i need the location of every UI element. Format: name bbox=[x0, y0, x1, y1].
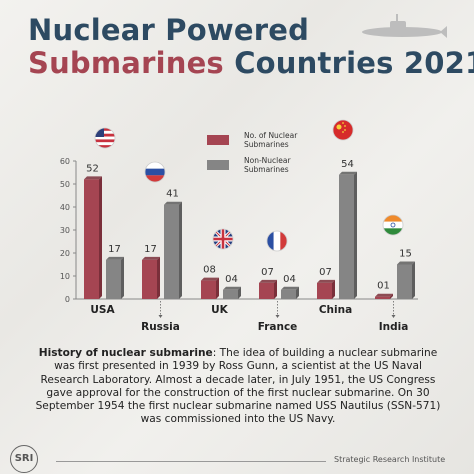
data-label: 15 bbox=[399, 249, 412, 260]
category-leader-arrow bbox=[275, 315, 280, 318]
bar-top bbox=[223, 286, 241, 290]
bar-top bbox=[201, 277, 219, 281]
bar-china-nuclear bbox=[317, 282, 332, 299]
y-tick-label: 10 bbox=[60, 272, 70, 281]
sri-logo-icon: SRI bbox=[10, 445, 38, 473]
bar-side bbox=[332, 279, 335, 299]
india-flag bbox=[382, 214, 404, 236]
bar-side bbox=[354, 171, 357, 299]
bar-side bbox=[412, 261, 415, 299]
bar-side bbox=[274, 279, 277, 299]
y-tick-label: 20 bbox=[60, 249, 70, 258]
usa-flag bbox=[94, 127, 116, 149]
bar-top bbox=[339, 171, 357, 175]
data-label: 41 bbox=[166, 189, 179, 200]
category-label-uk: UK bbox=[211, 304, 229, 316]
bar-side bbox=[296, 286, 299, 299]
category-leader-arrow bbox=[158, 315, 163, 318]
submarine-icon bbox=[362, 14, 447, 38]
category-label-usa: USA bbox=[90, 304, 115, 316]
bar-chart: 0 10 20 30 40 50 60 52 17 08 07 07 01 17 41 04 04 54 15 US… bbox=[60, 119, 418, 333]
data-label: 17 bbox=[144, 244, 157, 255]
bar-side bbox=[216, 277, 219, 299]
china-flag bbox=[332, 119, 354, 141]
bar-top bbox=[317, 279, 335, 283]
bar-china-non-nuclear bbox=[339, 174, 354, 299]
bar-side bbox=[179, 201, 182, 299]
bar-top bbox=[375, 293, 393, 297]
y-tick-label: 30 bbox=[60, 226, 70, 235]
title-word-submarines: Submarines bbox=[28, 46, 224, 80]
bar-top bbox=[164, 201, 182, 205]
bar-france-nuclear bbox=[259, 282, 274, 299]
category-label-russia: Russia bbox=[141, 321, 180, 333]
bar-top bbox=[259, 279, 277, 283]
y-tick-label: 60 bbox=[60, 157, 70, 166]
data-label: 01 bbox=[377, 281, 390, 292]
data-label: 17 bbox=[108, 244, 121, 255]
bar-top bbox=[281, 286, 299, 290]
bar-usa-non-nuclear bbox=[106, 259, 121, 299]
title-line-1: Nuclear Powered bbox=[28, 13, 310, 47]
bar-france-non-nuclear bbox=[281, 289, 296, 299]
history-paragraph: History of nuclear submarine: The idea o… bbox=[30, 347, 446, 427]
legend-swatch-non-nuclear bbox=[207, 160, 229, 170]
title-word-countries: Countries 2021 bbox=[234, 46, 474, 80]
bar-top bbox=[106, 256, 124, 260]
category-label-china: China bbox=[319, 304, 352, 316]
data-label: 04 bbox=[283, 274, 296, 285]
bar-usa-nuclear bbox=[84, 179, 99, 299]
data-label: 54 bbox=[341, 159, 354, 170]
uk-flag bbox=[212, 228, 234, 250]
legend-label-non-nuclear: Non-Nuclear Submarines bbox=[244, 156, 291, 174]
bar-russia-non-nuclear bbox=[164, 204, 179, 299]
category-label-france: France bbox=[258, 321, 298, 333]
bar-top bbox=[84, 176, 102, 180]
category-leader-arrow bbox=[391, 315, 396, 318]
bar-india-nuclear bbox=[375, 296, 390, 299]
history-body: : The idea of building a nuclear submari… bbox=[35, 347, 441, 426]
y-tick-label: 40 bbox=[60, 203, 70, 212]
bar-side bbox=[157, 256, 160, 299]
data-label: 08 bbox=[203, 265, 216, 276]
y-tick-label: 0 bbox=[65, 295, 70, 304]
footer-divider bbox=[56, 461, 326, 462]
bar-uk-non-nuclear bbox=[223, 289, 238, 299]
legend-swatch-nuclear bbox=[207, 135, 229, 145]
bar-russia-nuclear bbox=[142, 259, 157, 299]
france-flag bbox=[266, 230, 288, 252]
bar-side bbox=[238, 286, 241, 299]
y-tick-label: 50 bbox=[60, 180, 70, 189]
bar-top bbox=[142, 256, 160, 260]
footer-org-name: Strategic Research Institute bbox=[334, 455, 446, 464]
data-label: 07 bbox=[319, 267, 332, 278]
bar-india-non-nuclear bbox=[397, 264, 412, 299]
data-label: 04 bbox=[225, 274, 238, 285]
legend-label-nuclear: No. of Nuclear Submarines bbox=[244, 131, 298, 149]
bar-side bbox=[390, 293, 393, 299]
category-label-india: India bbox=[379, 321, 409, 333]
bar-side bbox=[121, 256, 124, 299]
bar-top bbox=[397, 261, 415, 265]
bar-uk-nuclear bbox=[201, 280, 216, 299]
history-heading: History of nuclear submarine bbox=[38, 347, 213, 359]
data-label: 52 bbox=[86, 163, 99, 174]
bar-side bbox=[99, 176, 102, 299]
data-label: 07 bbox=[261, 267, 274, 278]
russia-flag bbox=[144, 161, 166, 183]
title-line-2: Submarines Countries 2021 bbox=[28, 47, 474, 79]
